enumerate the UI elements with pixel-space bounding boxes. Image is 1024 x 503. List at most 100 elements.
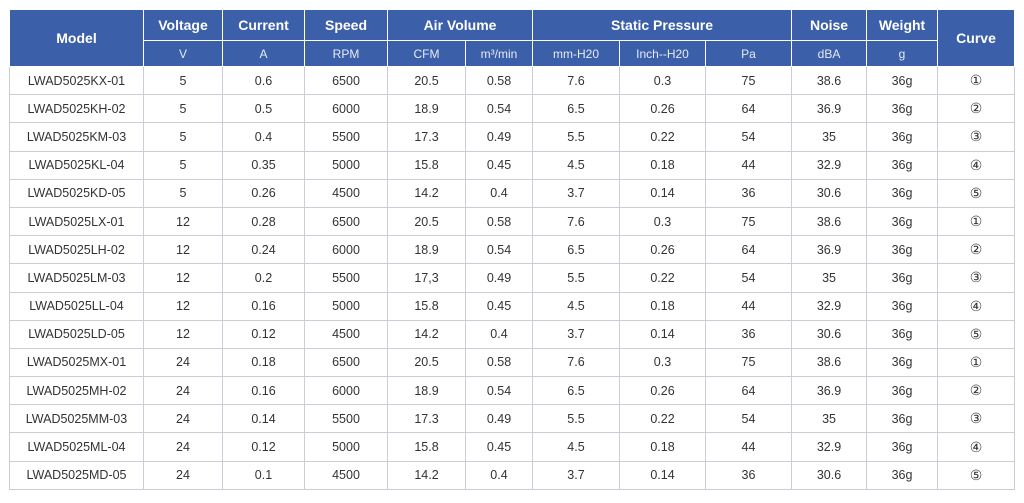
table-row: LWAD5025KM-03 5 0.4 5500 17.3 0.49 5.5 0.22 54 35…: [9, 122, 1016, 152]
cell-inch-h20: 0.3: [619, 206, 706, 237]
cell-noise: 30.6: [791, 460, 868, 490]
cell-mm-h20: 4.5: [532, 291, 620, 321]
cell-weight: 36g: [866, 206, 939, 237]
cell-cfm: 15.8: [387, 150, 466, 180]
cell-mm-h20: 7.6: [532, 347, 620, 378]
cell-inch-h20: 0.14: [619, 178, 706, 208]
header-model: Model: [9, 9, 144, 67]
cell-current: 0.1: [222, 460, 305, 490]
table-row: LWAD5025MM-03 24 0.14 5500 17.3 0.49 5.5 0.22 54…: [9, 404, 1016, 434]
cell-voltage: 5: [143, 150, 223, 180]
table-row: LWAD5025LX-01 12 0.28 6500 20.5 0.58 7.6 0.3 75 3…: [9, 206, 1016, 237]
cell-weight: 36g: [866, 178, 939, 208]
cell-cfm: 17,3: [387, 263, 466, 293]
cell-mm-h20: 3.7: [532, 319, 620, 349]
unit-current: A: [222, 40, 305, 67]
cell-inch-h20: 0.18: [619, 150, 706, 180]
cell-weight: 36g: [866, 347, 939, 378]
table-row: LWAD5025LM-03 12 0.2 5500 17,3 0.49 5.5 0.22 54 3…: [9, 263, 1016, 293]
cell-pa: 75: [704, 347, 793, 378]
cell-m3-min: 0.58: [465, 347, 533, 378]
cell-mm-h20: 5.5: [532, 122, 620, 152]
cell-pa: 54: [704, 263, 793, 293]
cell-curve: ④: [937, 432, 1016, 462]
cell-model: LWAD5025KL-04: [9, 150, 144, 180]
unit-speed: RPM: [304, 40, 388, 67]
cell-mm-h20: 3.7: [532, 178, 620, 208]
cell-noise: 38.6: [791, 65, 868, 96]
cell-inch-h20: 0.3: [619, 65, 706, 96]
cell-speed: 6500: [304, 65, 388, 96]
cell-speed: 5000: [304, 432, 388, 462]
cell-voltage: 5: [143, 122, 223, 152]
cell-weight: 36g: [866, 122, 939, 152]
cell-mm-h20: 5.5: [532, 263, 620, 293]
cell-cfm: 18.9: [387, 376, 466, 406]
cell-cfm: 14.2: [387, 460, 466, 490]
cell-noise: 32.9: [791, 150, 868, 180]
cell-inch-h20: 0.18: [619, 291, 706, 321]
table-row: LWAD5025KD-05 5 0.26 4500 14.2 0.4 3.7 0.14 36 30…: [9, 178, 1016, 208]
cell-current: 0.28: [222, 206, 305, 237]
cell-noise: 30.6: [791, 178, 868, 208]
cell-m3-min: 0.54: [465, 235, 533, 265]
fan-spec-table: Model Voltage Current Speed Air Volume S…: [9, 9, 1016, 490]
header-static-pressure: Static Pressure: [531, 9, 793, 41]
cell-noise: 38.6: [791, 206, 868, 237]
table-row: LWAD5025KH-02 5 0.5 6000 18.9 0.54 6.5 0.26 64 36…: [9, 94, 1016, 124]
cell-voltage: 12: [143, 291, 223, 321]
cell-curve: ①: [937, 65, 1016, 96]
cell-inch-h20: 0.22: [619, 404, 706, 434]
unit-pa: Pa: [704, 40, 793, 67]
cell-curve: ④: [937, 291, 1016, 321]
cell-model: LWAD5025LX-01: [9, 206, 144, 237]
cell-model: LWAD5025KM-03: [9, 122, 144, 152]
cell-curve: ③: [937, 263, 1016, 293]
cell-pa: 44: [704, 150, 793, 180]
cell-pa: 36: [704, 319, 793, 349]
cell-weight: 36g: [866, 235, 939, 265]
cell-inch-h20: 0.14: [619, 460, 706, 490]
cell-noise: 30.6: [791, 319, 868, 349]
cell-speed: 6000: [304, 235, 388, 265]
cell-cfm: 18.9: [387, 94, 466, 124]
cell-m3-min: 0.45: [465, 291, 533, 321]
cell-current: 0.2: [222, 263, 305, 293]
cell-model: LWAD5025LM-03: [9, 263, 144, 293]
cell-m3-min: 0.4: [465, 319, 533, 349]
header-speed: Speed: [304, 9, 388, 41]
unit-mm-h20: mm-H20: [532, 40, 620, 67]
cell-noise: 36.9: [791, 235, 868, 265]
cell-current: 0.12: [222, 319, 305, 349]
spec-table-wrapper: Model Voltage Current Speed Air Volume S…: [9, 9, 1016, 490]
table-row: LWAD5025MX-01 24 0.18 6500 20.5 0.58 7.6 0.3 75 3…: [9, 347, 1016, 378]
cell-model: LWAD5025MM-03: [9, 404, 144, 434]
header-voltage: Voltage: [143, 9, 223, 41]
cell-voltage: 24: [143, 432, 223, 462]
cell-curve: ①: [937, 206, 1016, 237]
cell-voltage: 5: [143, 178, 223, 208]
cell-pa: 54: [704, 404, 793, 434]
cell-inch-h20: 0.22: [619, 122, 706, 152]
cell-m3-min: 0.58: [465, 206, 533, 237]
cell-current: 0.14: [222, 404, 305, 434]
table-row: LWAD5025MH-02 24 0.16 6000 18.9 0.54 6.5 0.26 64…: [9, 376, 1016, 406]
cell-pa: 36: [704, 460, 793, 490]
header-weight: Weight: [866, 9, 939, 41]
cell-pa: 64: [704, 235, 793, 265]
cell-m3-min: 0.4: [465, 460, 533, 490]
cell-curve: ⑤: [937, 178, 1016, 208]
cell-voltage: 24: [143, 347, 223, 378]
cell-speed: 4500: [304, 178, 388, 208]
cell-pa: 64: [704, 94, 793, 124]
cell-weight: 36g: [866, 150, 939, 180]
table-row: LWAD5025ML-04 24 0.12 5000 15.8 0.45 4.5 0.18 44…: [9, 432, 1016, 462]
cell-current: 0.12: [222, 432, 305, 462]
cell-curve: ③: [937, 122, 1016, 152]
cell-mm-h20: 4.5: [532, 432, 620, 462]
cell-current: 0.26: [222, 178, 305, 208]
table-row: LWAD5025LH-02 12 0.24 6000 18.9 0.54 6.5 0.26 64…: [9, 235, 1016, 265]
table-row: LWAD5025MD-05 24 0.1 4500 14.2 0.4 3.7 0.14 36 30…: [9, 460, 1016, 490]
unit-m3-min: m³/min: [465, 40, 533, 67]
cell-noise: 38.6: [791, 347, 868, 378]
